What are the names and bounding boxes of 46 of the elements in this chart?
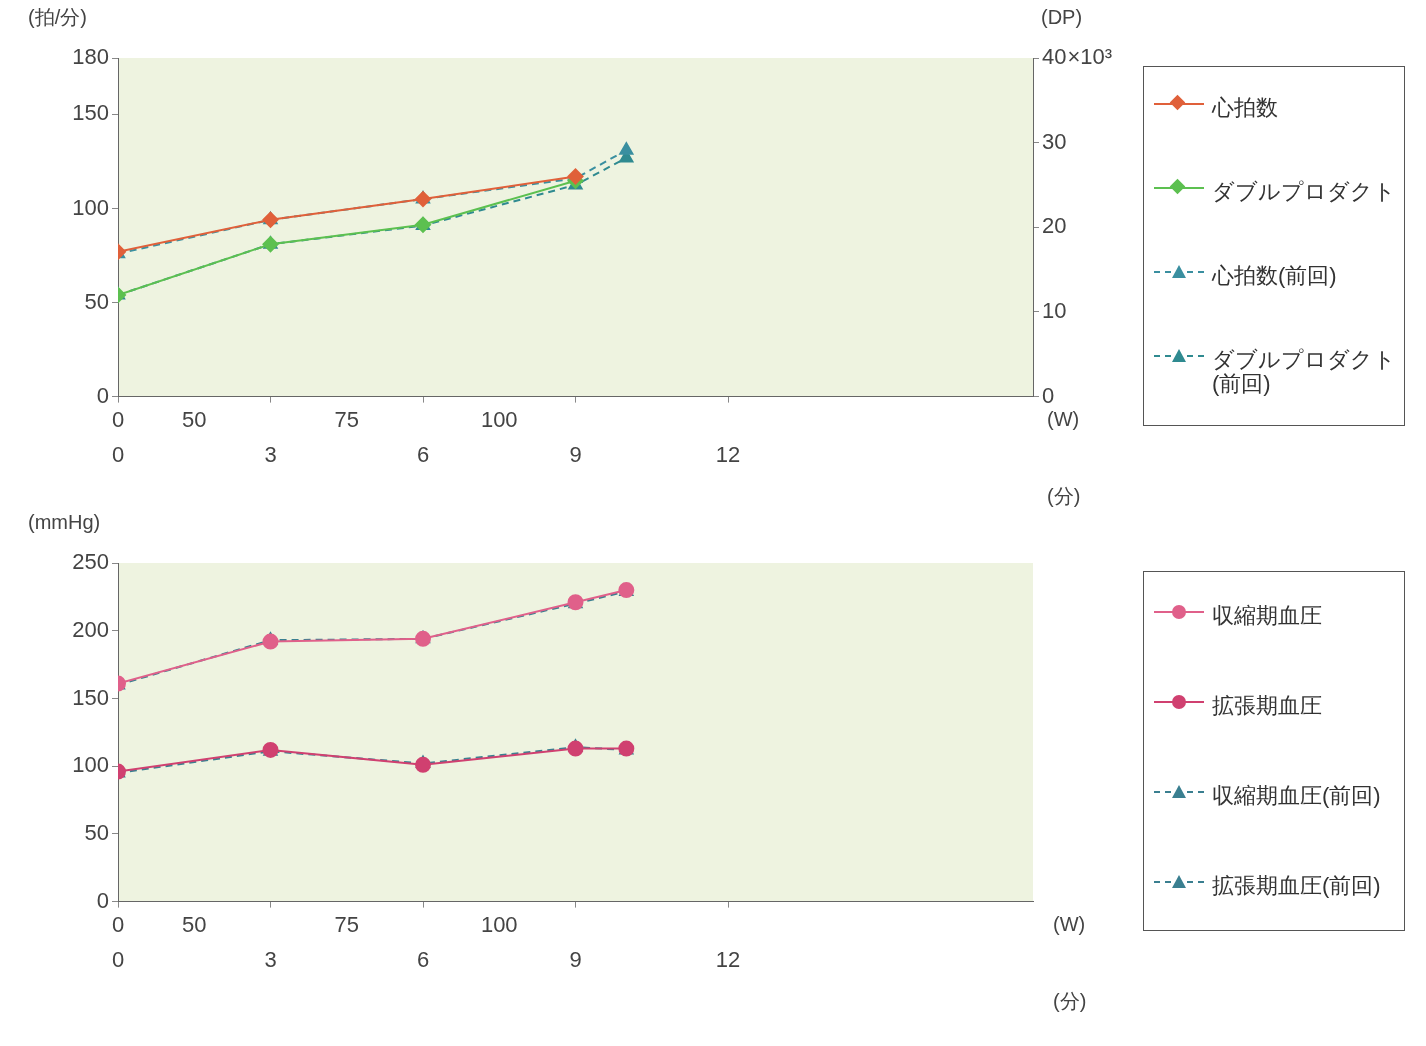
legend-label: 収縮期血圧(前回) bbox=[1212, 782, 1382, 809]
y-tick-label: 150 bbox=[72, 100, 109, 126]
legend-label: 拡張期血圧(前回) bbox=[1212, 872, 1382, 899]
text: ×10³ bbox=[1067, 44, 1113, 70]
x-tick-label: 6 bbox=[416, 946, 430, 972]
y-tick-label: 100 bbox=[72, 194, 109, 220]
y-tick-label: 50 bbox=[84, 819, 109, 845]
text: 50 bbox=[182, 406, 207, 432]
y-tick-label: 200 bbox=[72, 616, 109, 642]
legend-label: 心拍数(前回) bbox=[1212, 262, 1338, 288]
text: 100 bbox=[480, 911, 518, 937]
text: 75 bbox=[334, 911, 359, 937]
x-tick-label: 9 bbox=[569, 441, 582, 467]
y2-tick-label: 40 bbox=[1042, 44, 1067, 70]
x-tick-label: 9 bbox=[569, 946, 582, 972]
y2-tick-label: 30 bbox=[1042, 128, 1067, 154]
y-tick-label: 150 bbox=[72, 684, 109, 710]
legend-label: 拡張期血圧 bbox=[1212, 692, 1323, 719]
legend-label: 収縮期血圧 bbox=[1212, 602, 1323, 629]
y2-tick-label: 0 bbox=[1042, 382, 1055, 408]
y2-axis-title: (DP) bbox=[1041, 5, 1083, 28]
x-axis-title: (分) bbox=[1053, 989, 1087, 1012]
y-axis-title: (拍/分) bbox=[28, 5, 87, 28]
y-tick-label: 100 bbox=[72, 752, 109, 778]
x-tick-label: 6 bbox=[416, 441, 430, 467]
x-axis-title: (分) bbox=[1047, 484, 1081, 507]
x-tick-label: 3 bbox=[264, 441, 277, 467]
y-tick-label: 0 bbox=[96, 887, 109, 913]
legend-label: ダブルプロダクト bbox=[1212, 178, 1396, 205]
text: (W) bbox=[1053, 913, 1086, 936]
legend-label: 心拍数 bbox=[1212, 94, 1279, 121]
text: 100 bbox=[480, 406, 518, 432]
text: 75 bbox=[334, 406, 359, 432]
y-tick-label: 180 bbox=[72, 44, 109, 70]
x-tick-label: 3 bbox=[264, 946, 277, 972]
y-tick-label: 250 bbox=[72, 549, 109, 575]
y2-tick-label: 10 bbox=[1042, 298, 1067, 324]
y-tick-label: 0 bbox=[96, 382, 109, 408]
x-tick-label: 12 bbox=[715, 441, 741, 467]
y-tick-label: 50 bbox=[84, 288, 109, 314]
legend-label: ダブルプロダクト(前回) bbox=[1212, 346, 1396, 397]
y-axis-title: (mmHg) bbox=[28, 510, 101, 533]
text: 50 bbox=[182, 911, 207, 937]
x-tick-label: 12 bbox=[715, 946, 741, 972]
text: (W) bbox=[1047, 408, 1080, 431]
y2-tick-label: 20 bbox=[1042, 213, 1067, 239]
